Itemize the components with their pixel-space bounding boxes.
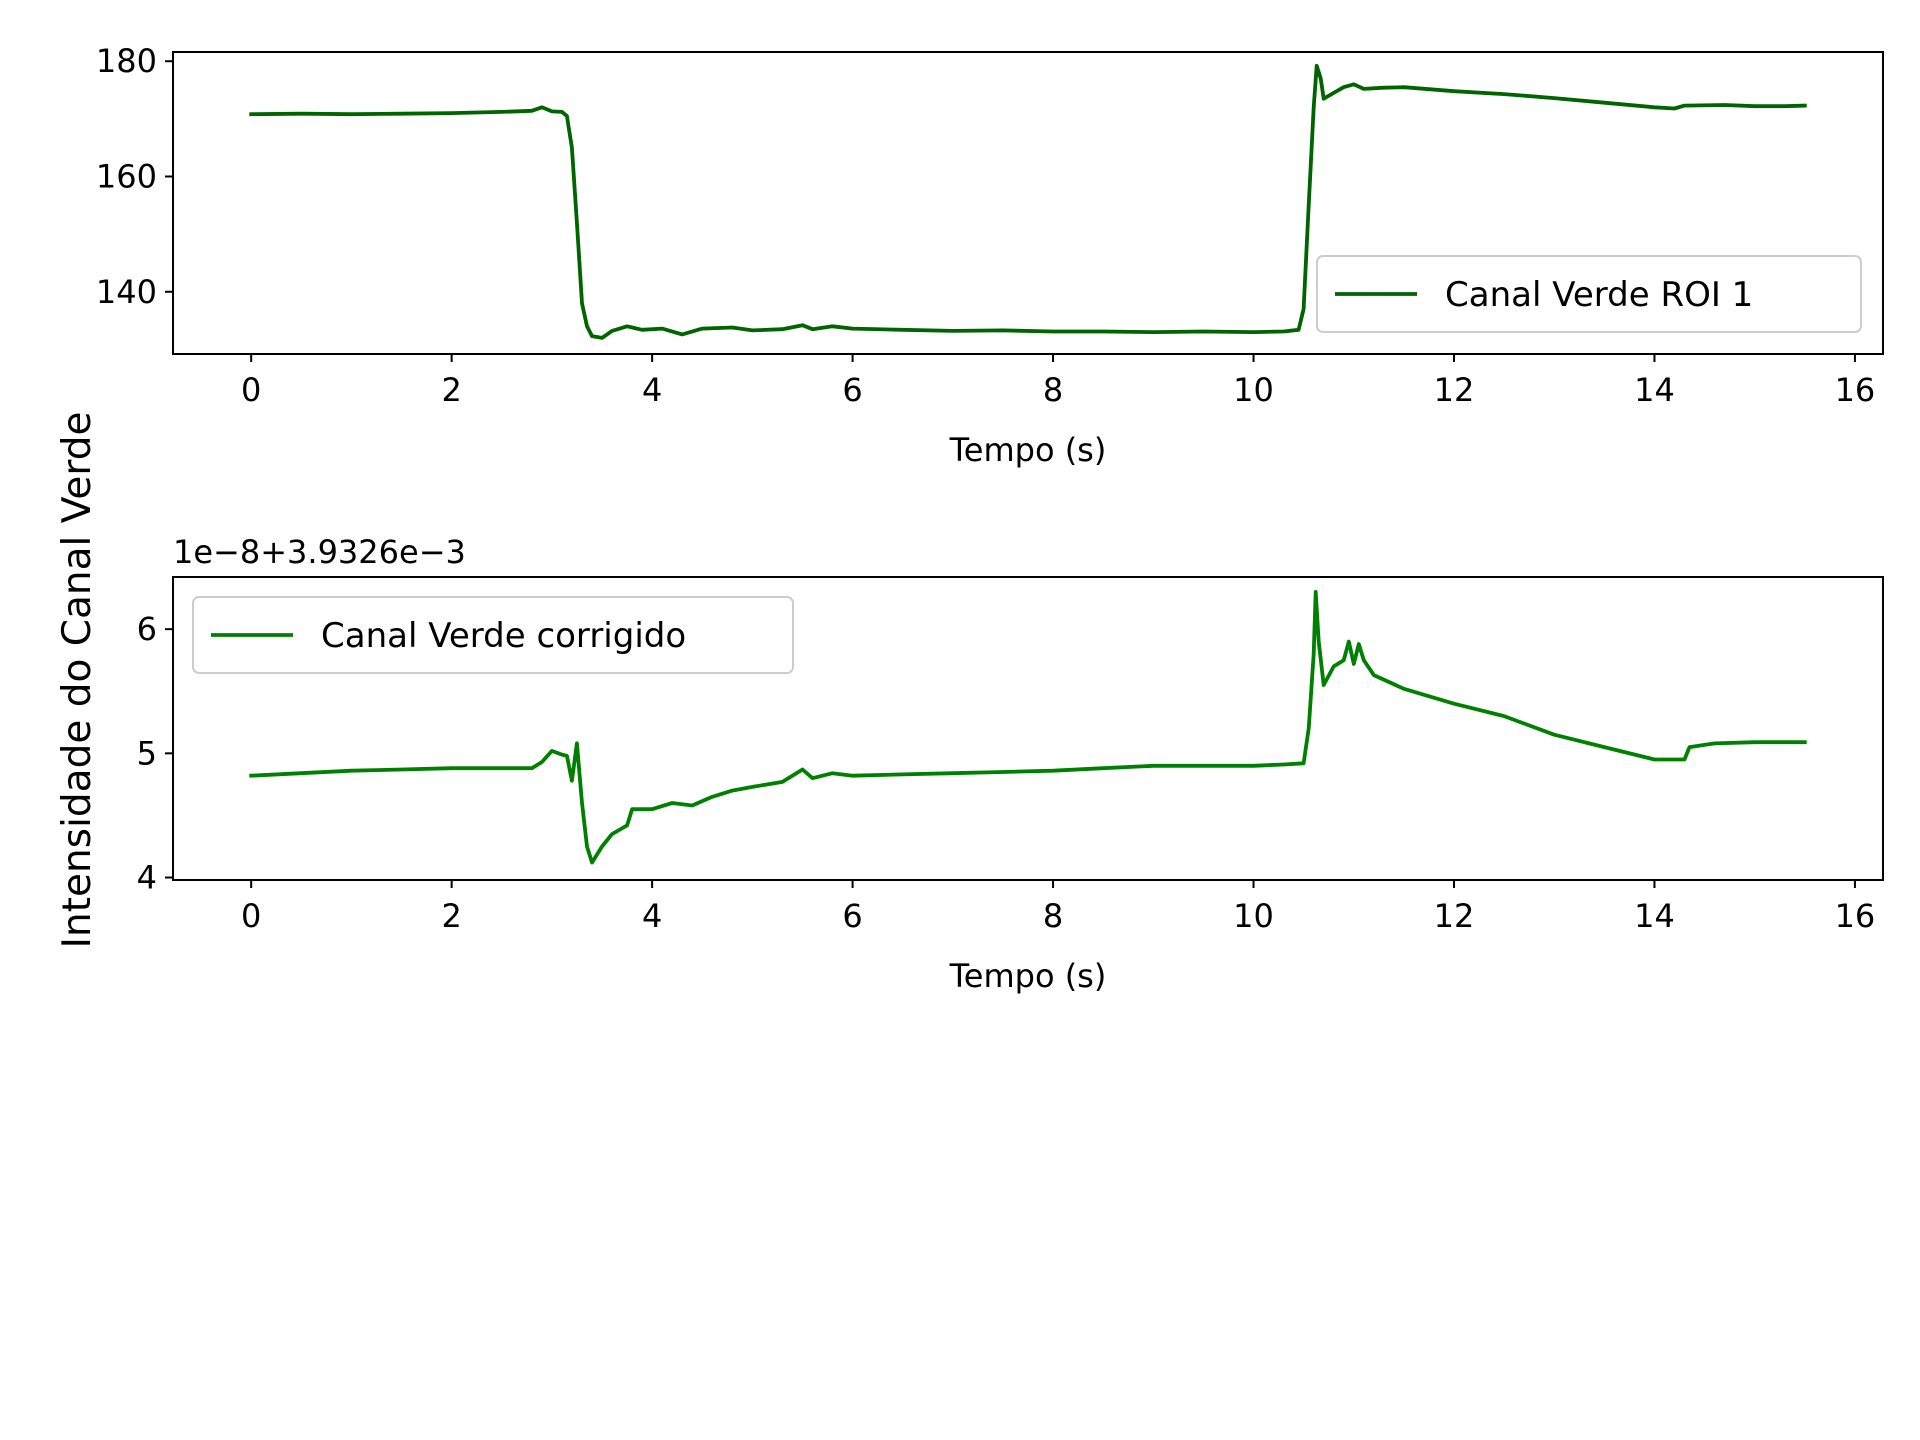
chart-panel-bottom: 0 2 4 6 8 10 12 14 16 4 5 6 Tempo (s) 1e−8+3.9326e−3 C…: [137, 533, 1884, 995]
y-tick-label: 5: [137, 734, 157, 772]
y-tick-label: 4: [137, 859, 157, 897]
x-tick-label: 14: [1634, 897, 1675, 935]
x-axis-label: Tempo (s): [949, 957, 1107, 995]
y-tick-label: 140: [96, 273, 157, 311]
x-tick-label: 4: [642, 897, 662, 935]
x-axis-label: Tempo (s): [949, 431, 1107, 469]
series-line-0: [249, 63, 1807, 340]
series-line-0: [249, 590, 1807, 865]
axes-frame: [172, 51, 1884, 355]
x-tick-label: 2: [441, 897, 461, 935]
chart-panel-top: 0 2 4 6 8 10 12 14 16 140 160 180 Tempo (s) Canal Ver…: [96, 42, 1884, 469]
y-tick-label: 6: [137, 610, 157, 648]
x-tick-label: 0: [241, 371, 261, 409]
legend: Canal Verde corrigido: [192, 596, 794, 674]
legend-label: Canal Verde ROI 1: [1445, 275, 1753, 315]
y-offset-label: 1e−8+3.9326e−3: [173, 533, 466, 571]
axes-frame: [172, 576, 1884, 881]
x-tick-label: 10: [1233, 897, 1274, 935]
x-tick-label: 4: [642, 371, 662, 409]
x-tick-label: 6: [842, 371, 862, 409]
x-tick-label: 10: [1233, 371, 1274, 409]
x-tick-label: 0: [241, 897, 261, 935]
x-tick-label: 16: [1835, 897, 1876, 935]
legend-label: Canal Verde corrigido: [321, 616, 686, 656]
x-tick-label: 16: [1835, 371, 1876, 409]
legend-box: [1316, 255, 1862, 333]
y-tick-label: 180: [96, 42, 157, 80]
x-tick-label: 12: [1434, 371, 1475, 409]
x-tick-label: 12: [1434, 897, 1475, 935]
x-tick-label: 2: [441, 371, 461, 409]
shared-y-axis-label: Intensidade do Canal Verde: [55, 412, 100, 949]
x-tick-label: 8: [1043, 371, 1063, 409]
legend-box: [192, 596, 794, 674]
x-tick-label: 14: [1634, 371, 1675, 409]
x-tick-label: 6: [842, 897, 862, 935]
legend: Canal Verde ROI 1: [1316, 255, 1862, 333]
x-tick-label: 8: [1043, 897, 1063, 935]
y-tick-label: 160: [96, 157, 157, 195]
